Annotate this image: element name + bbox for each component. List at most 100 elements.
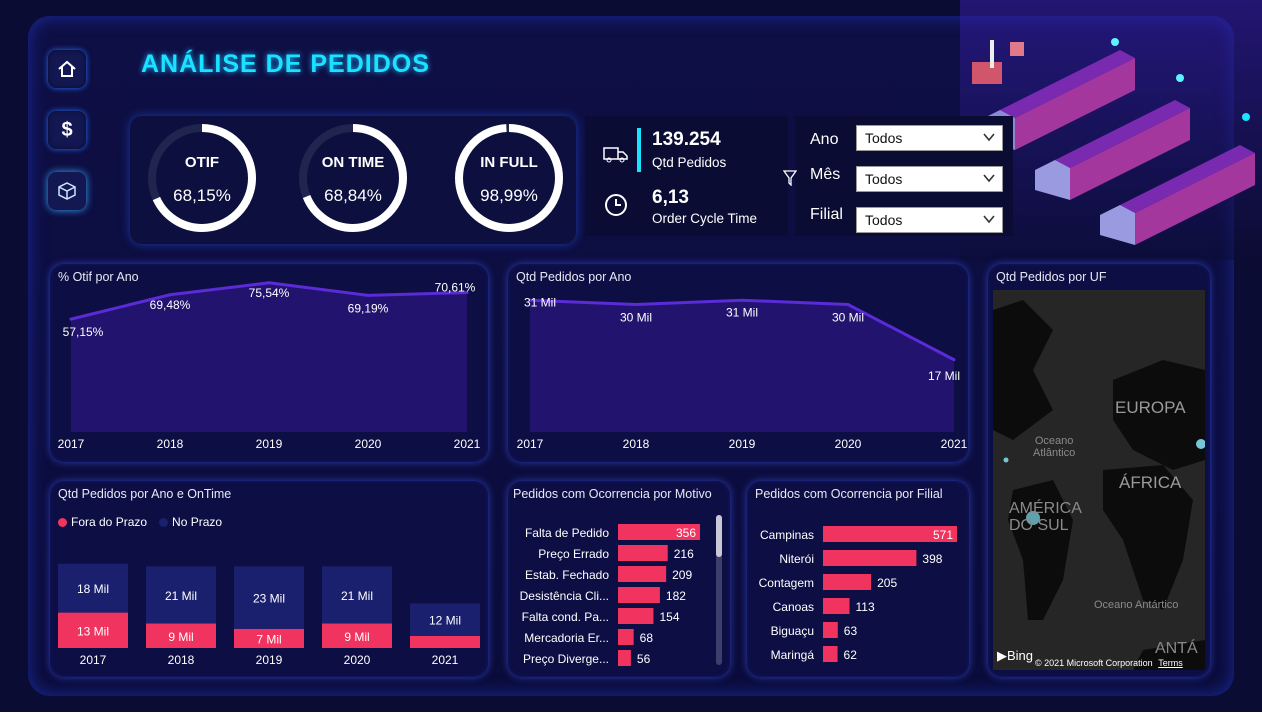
bar-value-label: 154 [659, 610, 679, 624]
data-point [740, 298, 744, 302]
bar-on-time-label: 12 Mil [429, 614, 461, 628]
otif-chart-card: % Otif por Ano 57,15% 2017 69,48% 2018 75,54… [50, 264, 488, 462]
kpi-infull-label: IN FULL [480, 154, 538, 171]
category-label: Falta de Pedido [525, 526, 609, 540]
copyright-text: © 2021 Microsoft Corporation [1035, 658, 1153, 668]
bar-value-label: 356 [676, 526, 696, 540]
map-title: Qtd Pedidos por UF [996, 270, 1107, 284]
terms-link[interactable]: Terms [1158, 658, 1183, 668]
bar [618, 629, 634, 645]
bar-value-label: 571 [933, 528, 953, 542]
map-label-america: AMÉRICA DO SUL [1009, 500, 1082, 534]
bar [823, 574, 872, 590]
map-label-europa: EUROPA [1115, 398, 1186, 417]
category-label: Niterói [779, 552, 814, 566]
data-label: 69,48% [150, 298, 191, 312]
bar [618, 650, 631, 666]
orders-value: 139.254 [652, 129, 721, 150]
x-tick-label: 2021 [941, 437, 968, 451]
legend-late-dot [58, 517, 67, 527]
kpi-otif-value: 68,15% [173, 186, 231, 205]
x-tick-label: 2021 [454, 437, 481, 451]
scrollbar-thumb[interactable] [716, 515, 722, 557]
bar-value-label: 68 [640, 631, 654, 645]
map-copyright: © 2021 Microsoft Corporation Terms [1035, 658, 1183, 668]
motivo-chart-card: Pedidos com Ocorrencia por Motivo Falta … [508, 481, 730, 677]
filter-ano-value: Todos [865, 130, 903, 146]
cycle-time-label: Order Cycle Time [652, 211, 758, 226]
category-label: Desistência Cli... [520, 589, 609, 603]
map-label-antartida: ANTÁ [1155, 640, 1198, 657]
filial-chart-card: Pedidos com Ocorrencia por Filial Campin… [747, 481, 969, 677]
bar-on-time [234, 566, 304, 629]
x-tick-label: 2019 [729, 437, 756, 451]
ontime-chart: 18 Mil 13 Mil 2017 21 Mil 9 Mil 2018 23 Mil 7 M… [58, 563, 480, 667]
bing-icon: ▶ [997, 648, 1007, 663]
x-tick-label: 2018 [623, 437, 650, 451]
home-icon [58, 60, 76, 77]
kpi-rings [148, 124, 563, 232]
map-label-ocean: Oceano Atlântico [1033, 435, 1076, 459]
legend-ontime-dot [159, 517, 169, 527]
filial-chart-title: Pedidos com Ocorrencia por Filial [755, 487, 943, 501]
data-label: 30 Mil [620, 311, 652, 325]
cycle-time-value: 6,13 [652, 187, 689, 208]
bar-late [234, 628, 304, 648]
bar-on-time-label: 21 Mil [165, 589, 197, 603]
filter-mes-select[interactable]: Todos [856, 166, 1003, 192]
category-label: Falta cond. Pa... [522, 610, 609, 624]
bar-late [146, 623, 216, 648]
map[interactable]: EUROPA Oceano Atlântico ÁFRICA AMÉRICA D… [993, 290, 1205, 670]
bar-value-label: 398 [922, 552, 942, 566]
data-point [465, 291, 469, 295]
truck-icon [603, 147, 628, 163]
filter-filial-select[interactable]: Todos [856, 207, 1003, 233]
x-tick-label: 2020 [355, 437, 382, 451]
bar-value-label: 62 [844, 648, 858, 662]
x-tick-label: 2020 [344, 653, 371, 667]
page-title: ANÁLISE DE PEDIDOS [141, 50, 430, 78]
data-label: 30 Mil [832, 311, 864, 325]
bar-on-time [58, 563, 128, 613]
category-label: Mercadoria Er... [524, 631, 609, 645]
bar-late-label: 9 Mil [168, 630, 193, 644]
scrollbar[interactable] [716, 515, 722, 665]
finance-button[interactable]: $ [48, 111, 86, 149]
x-tick-label: 2017 [80, 653, 107, 667]
kpi-ring-progress [148, 124, 256, 232]
category-label: Canoas [773, 600, 814, 614]
orders-chart: 31 Mil 2017 30 Mil 2018 31 Mil 2019 30 Mil 2020… [517, 295, 968, 451]
filter-ano-select[interactable]: Todos [856, 125, 1003, 151]
bar-on-time [410, 603, 480, 636]
home-button[interactable] [48, 50, 86, 88]
legend-ontime-label: No Prazo [172, 515, 223, 529]
data-label: 31 Mil [524, 295, 556, 309]
dollar-icon: $ [61, 118, 73, 141]
bar [618, 566, 667, 582]
otif-chart: 57,15% 2017 69,48% 2018 75,54% 2019 69,19% 2020… [58, 281, 481, 451]
orders-button[interactable] [48, 172, 86, 210]
filter-filial-label: Filial [810, 206, 843, 223]
area-fill [530, 300, 954, 432]
filter-mes-label: Mês [810, 166, 841, 183]
x-tick-label: 2017 [58, 437, 85, 451]
category-label: Maringá [771, 648, 815, 662]
data-label: 17 Mil [928, 369, 960, 383]
orders-chart-card: Qtd Pedidos por Ano 31 Mil 2017 30 Mil 2018… [508, 264, 968, 462]
orders-label: Qtd Pedidos [652, 155, 727, 170]
truck-icon [1035, 100, 1190, 200]
data-label: 57,15% [63, 325, 104, 339]
chevron-down-icon [983, 133, 995, 142]
bar [823, 622, 838, 638]
x-tick-label: 2017 [517, 437, 544, 451]
bar-value-label: 56 [637, 652, 651, 666]
bar [618, 587, 660, 603]
bar-late [58, 612, 128, 648]
orders-chart-title: Qtd Pedidos por Ano [516, 270, 632, 284]
category-label: Contagem [759, 576, 814, 590]
motivo-chart-title: Pedidos com Ocorrencia por Motivo [513, 487, 712, 501]
truck-icon [1100, 145, 1255, 245]
otif-chart-title: % Otif por Ano [58, 270, 139, 284]
ontime-chart-title: Qtd Pedidos por Ano e OnTime [58, 487, 232, 501]
category-label: Campinas [760, 528, 814, 542]
